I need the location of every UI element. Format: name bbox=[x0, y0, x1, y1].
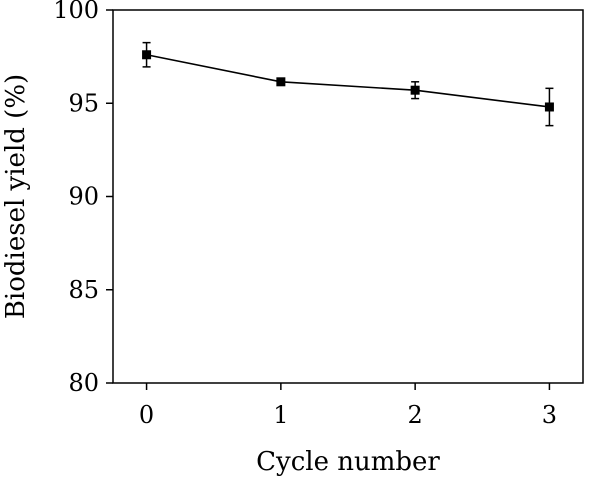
y-tick-label: 90 bbox=[68, 183, 99, 211]
y-tick-label: 100 bbox=[53, 0, 99, 24]
x-tick-label: 1 bbox=[273, 401, 288, 429]
series-layer bbox=[142, 41, 554, 127]
x-tick-label: 3 bbox=[542, 401, 557, 429]
series-line bbox=[146, 53, 550, 108]
y-axis-label: Biodiesel yield (%) bbox=[1, 74, 31, 319]
data-point bbox=[276, 77, 286, 87]
data-point bbox=[410, 85, 420, 95]
axes-frame bbox=[112, 9, 584, 384]
plot-frame bbox=[112, 9, 584, 384]
x-axis-label: Cycle number bbox=[256, 447, 440, 477]
y-tick-label: 80 bbox=[68, 369, 99, 397]
y-tick-label: 95 bbox=[68, 89, 99, 117]
y-axis: 80 85 90 95 100 bbox=[53, 0, 113, 397]
x-tick-label: 2 bbox=[408, 401, 423, 429]
x-tick-label: 0 bbox=[139, 401, 154, 429]
y-tick-label: 85 bbox=[68, 276, 99, 304]
data-point bbox=[544, 102, 554, 112]
data-point bbox=[142, 50, 152, 60]
x-axis: 0 1 2 3 bbox=[139, 383, 557, 429]
